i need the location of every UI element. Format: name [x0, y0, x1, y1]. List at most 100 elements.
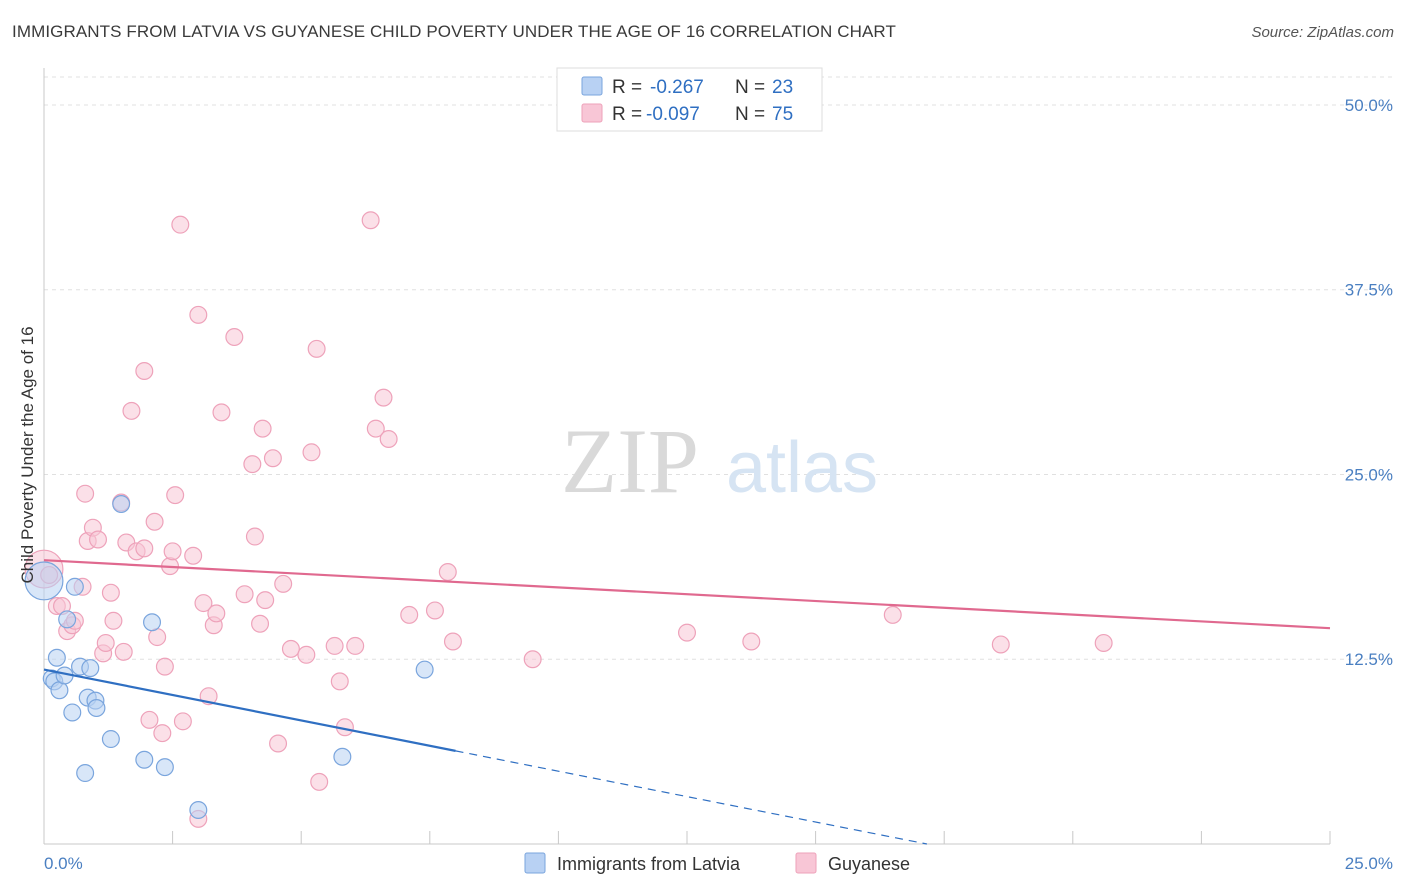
guyanese-point-43 [243, 455, 262, 474]
legend-swatch-guyanese [581, 103, 603, 123]
guyanese-point-24 [145, 512, 164, 531]
y-tick-label-1: 25.0% [1345, 465, 1393, 484]
watermark: ZIP atlas [561, 410, 878, 512]
y-axis-label: Child Poverty Under the Age of 16 [18, 326, 37, 583]
guyanese-point-22 [135, 362, 154, 381]
bottom-legend-label-guyanese: Guyanese [828, 854, 910, 874]
legend-r-value-guyanese: -0.097 [646, 104, 700, 125]
guyanese-point-48 [263, 449, 282, 468]
bottom-legend-label-latvia: Immigrants from Latvia [557, 854, 741, 874]
legend-swatch-latvia [581, 76, 603, 96]
latvia-point-21 [333, 747, 352, 766]
legend-n-label-guyanese: N = [735, 104, 765, 125]
trend-lines [43, 559, 1331, 845]
latvia-point-3 [47, 648, 66, 667]
latvia-point-22 [415, 660, 434, 679]
guyanese-point-61 [366, 419, 385, 438]
latvia-point-12 [81, 659, 100, 678]
guyanese-point-68 [523, 650, 542, 669]
guyanese-point-73 [1094, 633, 1113, 652]
y-tick-labels: 12.5% 25.0% 37.5% 50.0% [1345, 96, 1393, 669]
guyanese-point-30 [166, 486, 185, 505]
latvia-trend-line [43, 668, 456, 752]
legend-r-label-latvia: R = [612, 77, 642, 98]
guyanese-point-55 [310, 772, 329, 791]
latvia-point-6 [58, 610, 77, 629]
guyanese-point-45 [251, 614, 270, 633]
y-tick-label-3: 50.0% [1345, 96, 1393, 115]
guyanese-point-66 [438, 563, 457, 582]
y-tick-label-2: 37.5% [1345, 281, 1393, 300]
guyanese-point-50 [274, 574, 293, 593]
guyanese-point-40 [212, 403, 231, 422]
guyanese-point-65 [425, 601, 444, 620]
guyanese-point-11 [89, 530, 108, 549]
guyanese-point-57 [330, 672, 349, 691]
guyanese-point-29 [163, 542, 182, 561]
guyanese-point-8 [76, 484, 95, 503]
chart-source: Source: ZipAtlas.com [1251, 24, 1394, 41]
guyanese-point-23 [140, 710, 159, 729]
watermark-zip: ZIP [561, 410, 699, 512]
legend-n-label-latvia: N = [735, 77, 765, 98]
guyanese-point-71 [883, 605, 902, 624]
guyanese-point-21 [135, 539, 154, 558]
guyanese-point-14 [101, 583, 120, 602]
chart-title: IMMIGRANTS FROM LATVIA VS GUYANESE CHILD… [12, 22, 896, 41]
legend-r-label-guyanese: R = [612, 104, 642, 125]
guyanese-point-33 [184, 546, 203, 565]
bottom-legend: Immigrants from Latvia Guyanese [524, 852, 910, 874]
guyanese-point-60 [361, 211, 380, 230]
latvia-point-14 [87, 699, 106, 718]
guyanese-point-41 [225, 328, 244, 347]
x-tick-label-max: 25.0% [1345, 854, 1393, 873]
guyanese-point-17 [114, 642, 133, 661]
guyanese-point-62 [374, 388, 393, 407]
guyanese-point-72 [991, 635, 1010, 654]
guyanese-point-54 [307, 339, 326, 358]
guyanese-point-44 [245, 527, 264, 546]
latvia-point-15 [101, 730, 120, 749]
latvia-point-7 [63, 703, 82, 722]
latvia-point-20 [189, 801, 208, 820]
guyanese-point-52 [297, 645, 316, 664]
x-tick-marks [43, 831, 1331, 844]
guyanese-point-42 [235, 585, 254, 604]
guyanese-point-67 [443, 632, 462, 651]
guyanese-point-69 [677, 623, 696, 642]
guyanese-trend-line [43, 559, 1331, 630]
guyanese-point-31 [171, 215, 190, 234]
latvia-point-8 [65, 577, 84, 596]
guyanese-points [24, 211, 1113, 828]
top-legend: R = -0.267 N = 23 R = -0.097 N = 75 [556, 67, 823, 132]
latvia-point-18 [143, 613, 162, 632]
guyanese-point-63 [379, 430, 398, 449]
guyanese-point-34 [189, 305, 208, 324]
guyanese-point-49 [269, 734, 288, 753]
guyanese-point-19 [122, 401, 141, 420]
guyanese-point-51 [281, 639, 300, 658]
guyanese-point-26 [153, 724, 172, 743]
guyanese-point-56 [325, 636, 344, 655]
guyanese-point-70 [742, 632, 761, 651]
latvia-points [24, 495, 434, 820]
guyanese-point-47 [256, 591, 275, 610]
guyanese-point-15 [104, 611, 123, 630]
watermark-atlas: atlas [726, 428, 878, 508]
bottom-legend-swatch-guyanese [795, 852, 817, 874]
legend-r-value-latvia: -0.267 [650, 77, 704, 98]
guyanese-point-36 [194, 594, 213, 613]
guyanese-point-13 [96, 633, 115, 652]
latvia-trend-extension [455, 750, 928, 845]
guyanese-point-39 [207, 604, 226, 623]
guyanese-point-32 [173, 712, 192, 731]
latvia-point-0 [24, 561, 64, 601]
legend-n-value-latvia: 23 [772, 77, 793, 98]
guyanese-point-64 [400, 605, 419, 624]
latvia-point-19 [155, 758, 174, 777]
latvia-point-17 [135, 750, 154, 769]
guyanese-point-59 [346, 636, 365, 655]
latvia-point-10 [76, 764, 95, 783]
y-tick-label-0: 12.5% [1345, 650, 1393, 669]
